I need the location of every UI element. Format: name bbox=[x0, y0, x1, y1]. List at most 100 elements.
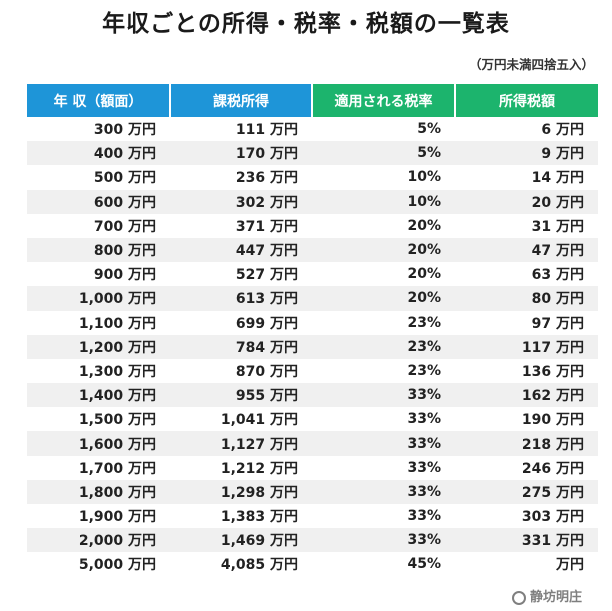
cell-tax-rate: 23% bbox=[312, 358, 455, 384]
table-row: 1,800 万円 1,298 万円 33% 275 万円 bbox=[27, 479, 598, 504]
table-row: 1,400 万円 955 万円 33% 162 万円 bbox=[27, 383, 598, 408]
cell-tax-rate: 33% bbox=[312, 455, 455, 480]
table-row: 400 万円 170 万円 5% 9 万円 bbox=[27, 141, 598, 166]
cell-income-tax: 218 万円 bbox=[455, 431, 598, 456]
cell-taxable-income: 955 万円 bbox=[170, 383, 312, 408]
cell-tax-rate: 23% bbox=[312, 310, 455, 335]
table-row: 800 万円 447 万円 20% 47 万円 bbox=[27, 237, 598, 263]
cell-taxable-income: 1,127 万円 bbox=[170, 431, 312, 456]
cell-income-tax: 162 万円 bbox=[455, 383, 598, 408]
cell-income-tax: 47 万円 bbox=[455, 237, 598, 263]
cell-income-tax: 117 万円 bbox=[455, 334, 598, 359]
table-row: 1,000 万円 613 万円 20% 80 万円 bbox=[27, 286, 598, 311]
cell-taxable-income: 1,298 万円 bbox=[170, 479, 312, 504]
table-row: 1,900 万円 1,383 万円 33% 303 万円 bbox=[27, 504, 598, 529]
cell-tax-rate: 10% bbox=[312, 165, 455, 190]
cell-tax-rate: 33% bbox=[312, 479, 455, 504]
tax-table: 年 収（額面） 課税所得 適用される税率 所得税額 300 万円 111 万円 5%… bbox=[27, 84, 598, 577]
cell-tax-rate: 10% bbox=[312, 189, 455, 214]
cell-income: 2,000 万円 bbox=[27, 528, 170, 553]
table-row: 500 万円 236 万円 10% 14 万円 bbox=[27, 165, 598, 190]
cell-income: 1,100 万円 bbox=[27, 310, 170, 335]
watermark: 静坊明庄 bbox=[511, 586, 582, 605]
cell-income: 700 万円 bbox=[27, 213, 170, 238]
table-body: 300 万円 111 万円 5% 6 万円 400 万円 170 万円 5% 9 万円 500 … bbox=[27, 117, 598, 577]
header-taxable-income: 課税所得 bbox=[170, 84, 313, 117]
table-row: 1,300 万円 870 万円 23% 136 万円 bbox=[27, 358, 598, 384]
cell-income-tax: 97 万円 bbox=[455, 310, 598, 335]
cell-income: 1,600 万円 bbox=[27, 431, 170, 456]
cell-income-tax: 246 万円 bbox=[455, 455, 598, 480]
table-row: 5,000 万円 4,085 万円 45% 万円 bbox=[27, 552, 598, 577]
cell-tax-rate: 33% bbox=[312, 383, 455, 408]
table-row: 1,700 万円 1,212 万円 33% 246 万円 bbox=[27, 455, 598, 480]
header-income-tax: 所得税額 bbox=[455, 84, 598, 117]
rounding-note: （万円未満四捨五入） bbox=[468, 57, 594, 72]
cell-taxable-income: 1,469 万円 bbox=[170, 528, 312, 553]
cell-tax-rate: 45% bbox=[312, 552, 455, 577]
page-title: 年収ごとの所得・税率・税額の一覧表 bbox=[102, 11, 510, 37]
cell-taxable-income: 371 万円 bbox=[170, 213, 312, 238]
cell-taxable-income: 111 万円 bbox=[170, 117, 312, 142]
cell-income-tax: 20 万円 bbox=[455, 189, 598, 214]
cell-taxable-income: 784 万円 bbox=[170, 334, 312, 359]
cell-tax-rate: 33% bbox=[312, 431, 455, 456]
cell-income: 1,000 万円 bbox=[27, 286, 170, 311]
cell-income: 1,700 万円 bbox=[27, 455, 170, 480]
cell-taxable-income: 699 万円 bbox=[170, 310, 312, 335]
cell-taxable-income: 1,041 万円 bbox=[170, 407, 312, 432]
cell-income-tax: 9 万円 bbox=[455, 141, 598, 166]
cell-taxable-income: 1,383 万円 bbox=[170, 504, 312, 529]
cell-income: 600 万円 bbox=[27, 189, 170, 214]
cell-tax-rate: 23% bbox=[312, 334, 455, 359]
header-tax-rate: 適用される税率 bbox=[312, 84, 456, 117]
cell-income-tax: 303 万円 bbox=[455, 504, 598, 529]
cell-income-tax: 190 万円 bbox=[455, 407, 598, 432]
table-row: 2,000 万円 1,469 万円 33% 331 万円 bbox=[27, 528, 598, 553]
table-header-row: 年 収（額面） 課税所得 適用される税率 所得税額 bbox=[27, 84, 598, 117]
cell-income: 800 万円 bbox=[27, 237, 170, 263]
cell-income-tax: 275 万円 bbox=[455, 479, 598, 504]
cell-income-tax: 31 万円 bbox=[455, 213, 598, 238]
wechat-icon bbox=[511, 590, 526, 605]
cell-tax-rate: 33% bbox=[312, 528, 455, 553]
cell-income-tax: 万円 bbox=[455, 552, 598, 577]
cell-income-tax: 6 万円 bbox=[455, 117, 598, 142]
cell-income: 1,400 万円 bbox=[27, 383, 170, 408]
table-row: 900 万円 527 万円 20% 63 万円 bbox=[27, 262, 598, 287]
cell-tax-rate: 5% bbox=[312, 117, 455, 142]
table-row: 700 万円 371 万円 20% 31 万円 bbox=[27, 213, 598, 238]
cell-tax-rate: 20% bbox=[312, 262, 455, 287]
cell-income-tax: 14 万円 bbox=[455, 165, 598, 190]
cell-taxable-income: 302 万円 bbox=[170, 189, 312, 214]
cell-income: 1,800 万円 bbox=[27, 479, 170, 504]
cell-income: 1,300 万円 bbox=[27, 358, 170, 384]
cell-taxable-income: 613 万円 bbox=[170, 286, 312, 311]
cell-income: 500 万円 bbox=[27, 165, 170, 190]
cell-tax-rate: 5% bbox=[312, 141, 455, 166]
table-row: 1,100 万円 699 万円 23% 97 万円 bbox=[27, 310, 598, 335]
table-row: 1,500 万円 1,041 万円 33% 190 万円 bbox=[27, 407, 598, 432]
cell-taxable-income: 4,085 万円 bbox=[170, 552, 312, 577]
cell-income: 1,200 万円 bbox=[27, 334, 170, 359]
table-row: 300 万円 111 万円 5% 6 万円 bbox=[27, 117, 598, 142]
table-row: 1,600 万円 1,127 万円 33% 218 万円 bbox=[27, 431, 598, 456]
cell-taxable-income: 236 万円 bbox=[170, 165, 312, 190]
cell-income: 1,900 万円 bbox=[27, 504, 170, 529]
cell-income: 900 万円 bbox=[27, 262, 170, 287]
cell-tax-rate: 20% bbox=[312, 237, 455, 263]
cell-taxable-income: 1,212 万円 bbox=[170, 455, 312, 480]
cell-income: 300 万円 bbox=[27, 117, 170, 142]
cell-taxable-income: 870 万円 bbox=[170, 358, 312, 384]
cell-income-tax: 63 万円 bbox=[455, 262, 598, 287]
cell-taxable-income: 170 万円 bbox=[170, 141, 312, 166]
cell-income-tax: 136 万円 bbox=[455, 358, 598, 384]
cell-taxable-income: 527 万円 bbox=[170, 262, 312, 287]
cell-income: 400 万円 bbox=[27, 141, 170, 166]
cell-income-tax: 80 万円 bbox=[455, 286, 598, 311]
watermark-text: 静坊明庄 bbox=[529, 590, 582, 605]
cell-taxable-income: 447 万円 bbox=[170, 237, 312, 263]
cell-tax-rate: 33% bbox=[312, 407, 455, 432]
table-row: 1,200 万円 784 万円 23% 117 万円 bbox=[27, 334, 598, 359]
header-income: 年 収（額面） bbox=[27, 84, 171, 117]
